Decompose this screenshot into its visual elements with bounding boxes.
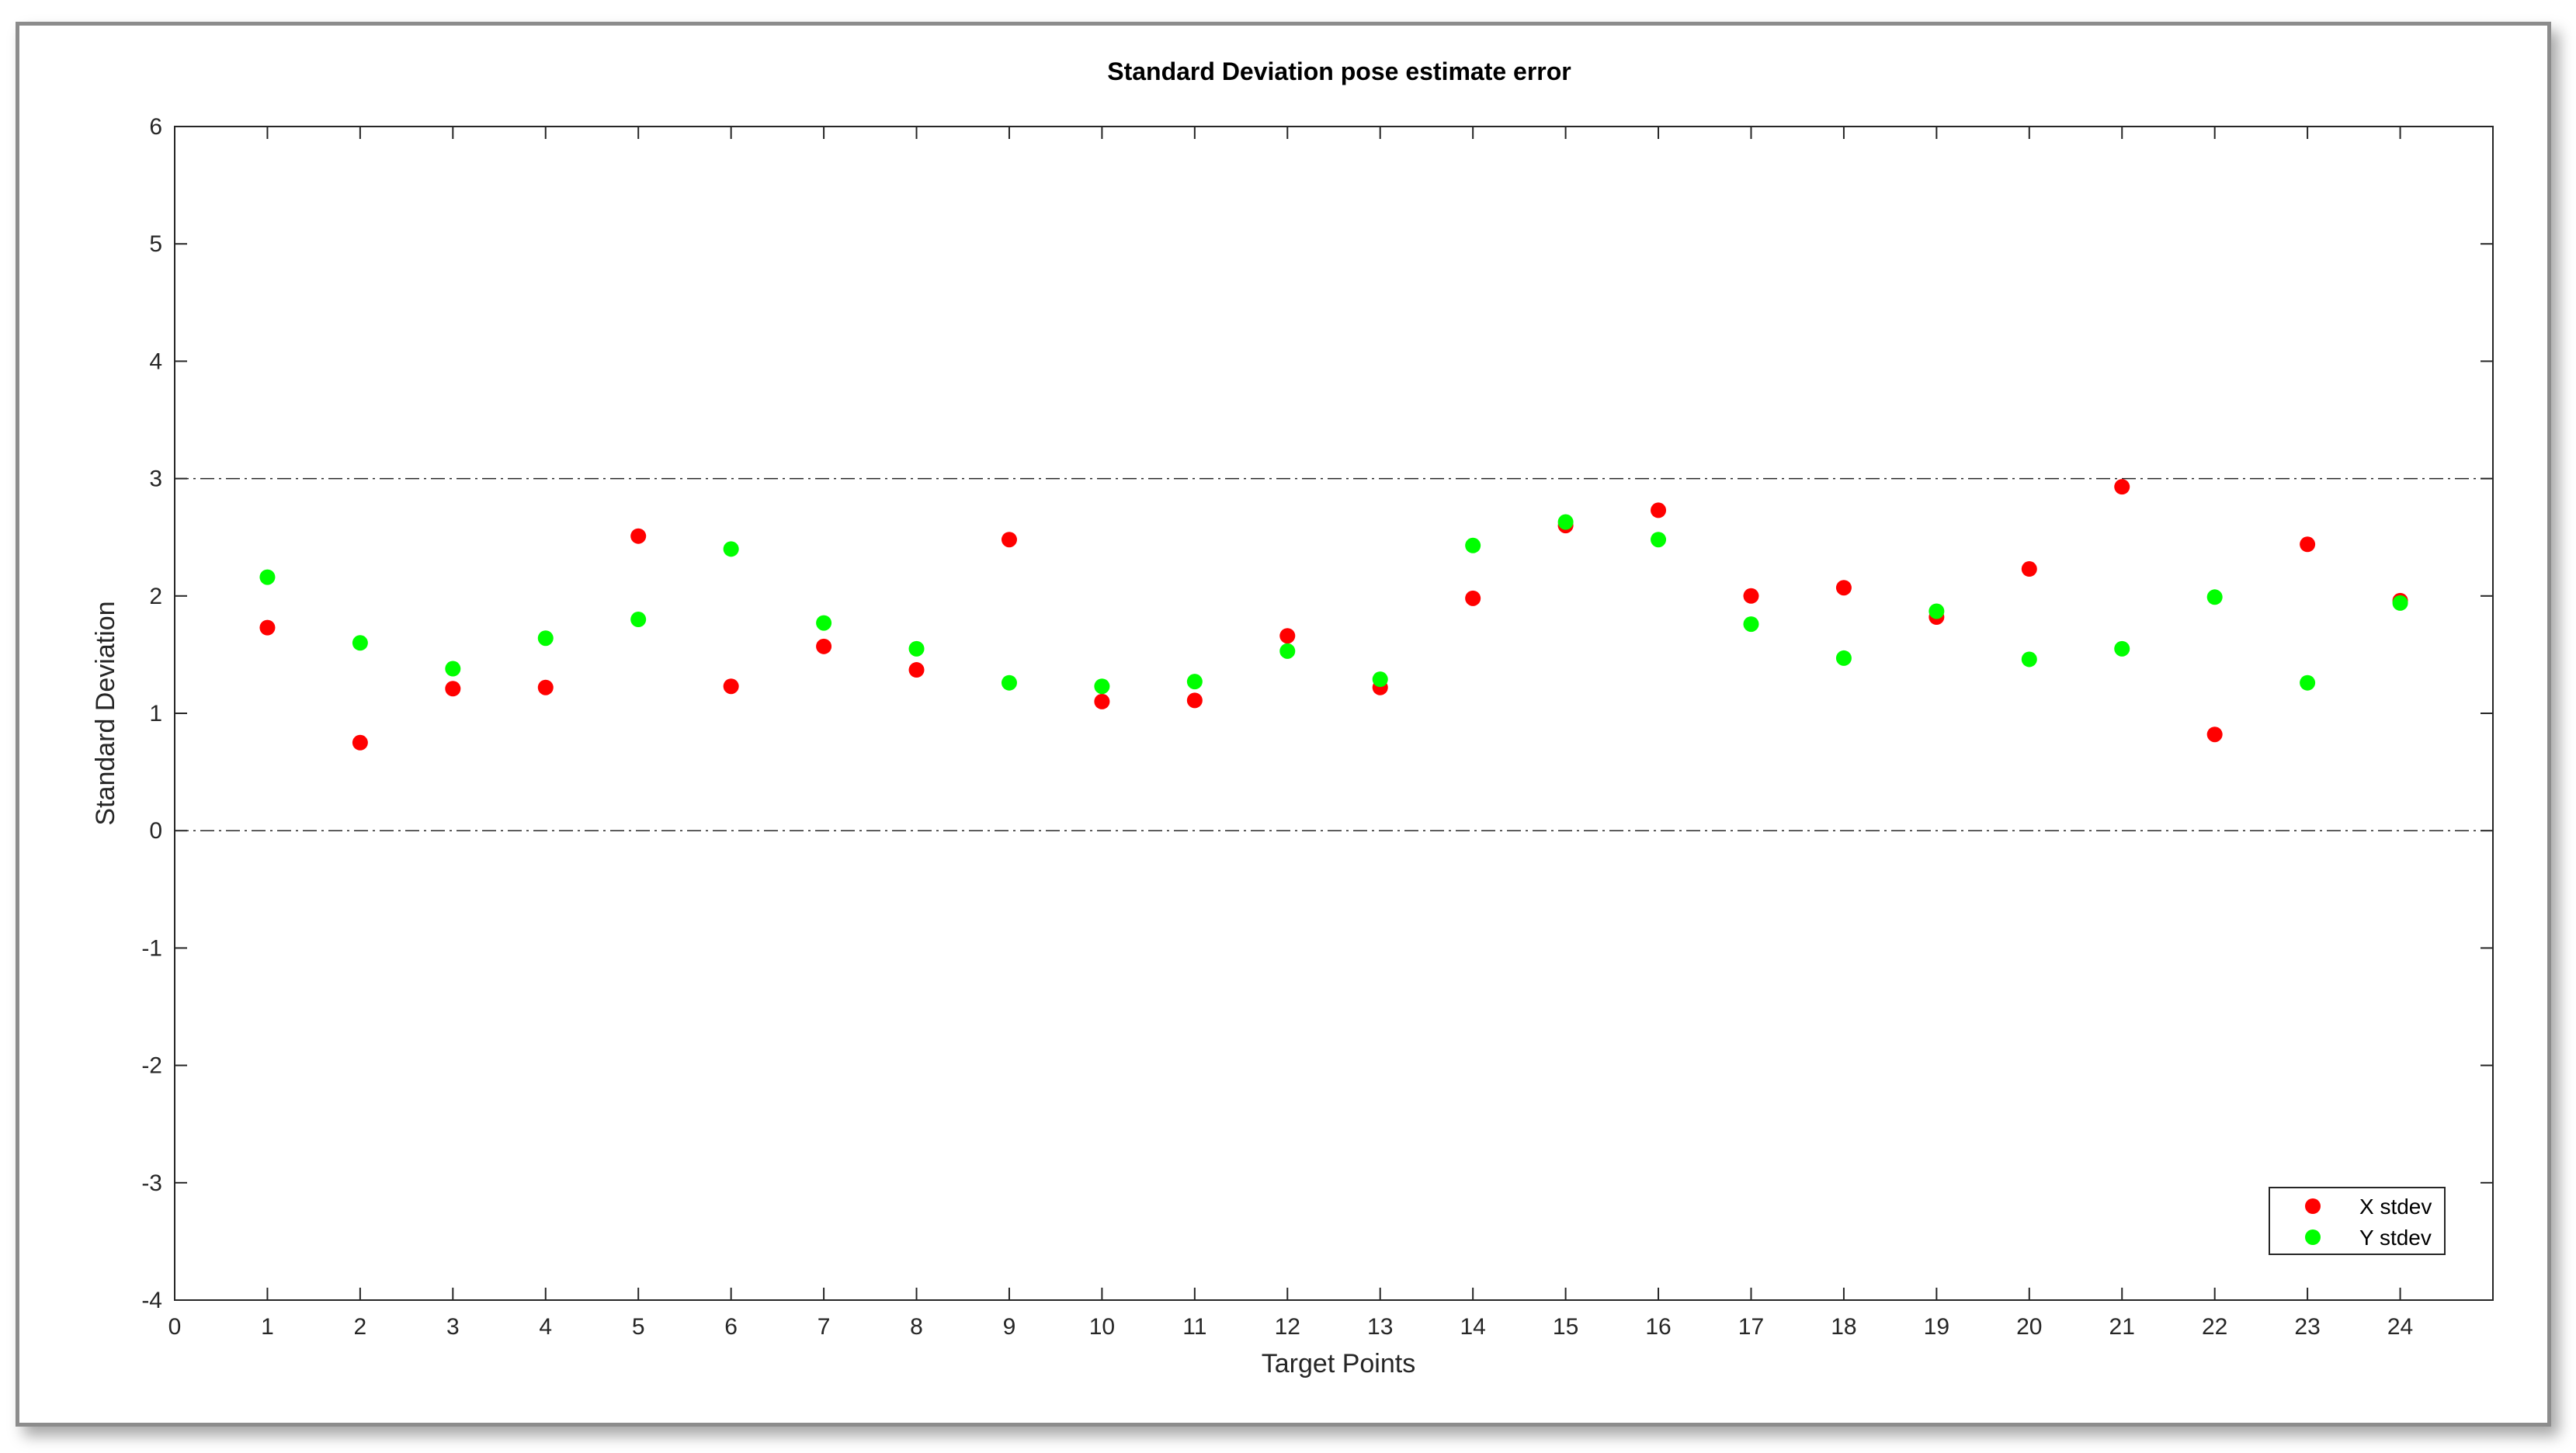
data-point: [352, 635, 368, 651]
x-tick-label: 14: [1460, 1314, 1485, 1340]
legend-marker: [2305, 1229, 2321, 1245]
x-tick-label: 15: [1553, 1314, 1578, 1340]
x-tick-label: 5: [632, 1314, 645, 1340]
x-axis-label: Target Points: [1262, 1349, 1415, 1378]
data-point: [1279, 643, 1296, 659]
data-point: [352, 734, 368, 751]
data-point: [1835, 580, 1852, 596]
data-point: [630, 612, 647, 628]
series-x-stdev: [259, 479, 2408, 751]
data-point: [2114, 640, 2130, 657]
y-tick-label: -4: [141, 1288, 162, 1313]
data-point: [908, 640, 925, 657]
data-point: [1001, 674, 1017, 691]
data-point: [445, 661, 461, 677]
scatter-chart: Standard Deviation pose estimate error 0…: [91, 57, 2494, 1378]
data-point: [2392, 595, 2408, 611]
data-point: [259, 569, 276, 585]
data-point: [630, 528, 647, 544]
plot-area-box: [174, 126, 2494, 1301]
data-points: [259, 479, 2408, 751]
data-point: [1557, 514, 1574, 530]
data-point: [2300, 674, 2316, 691]
data-point: [1743, 616, 1759, 633]
figure-window: Standard Deviation pose estimate error 0…: [16, 22, 2551, 1427]
y-tick-label: 6: [149, 114, 162, 140]
data-point: [1094, 678, 1110, 695]
data-point: [1372, 671, 1388, 688]
legend-label: Y stdev: [2359, 1226, 2432, 1250]
data-point: [1094, 693, 1110, 709]
data-point: [816, 615, 832, 631]
data-point: [2021, 651, 2037, 668]
x-tick-label: 22: [2202, 1314, 2227, 1340]
legend-box: [2269, 1187, 2446, 1255]
y-tick-label: 5: [149, 231, 162, 257]
data-point: [1929, 603, 1945, 619]
data-point: [1279, 628, 1296, 644]
data-point: [816, 638, 832, 654]
data-point: [1465, 537, 1481, 553]
legend-label: X stdev: [2359, 1195, 2432, 1219]
data-point: [537, 630, 554, 647]
data-point: [1186, 674, 1203, 690]
data-point: [908, 662, 925, 678]
data-point: [2021, 561, 2037, 577]
data-point: [1651, 532, 1667, 548]
x-tick-label: 1: [261, 1314, 274, 1340]
data-point: [1001, 532, 1017, 548]
x-tick-label: 6: [724, 1314, 738, 1340]
data-point: [1835, 650, 1852, 666]
x-tick-label: 19: [1924, 1314, 1949, 1340]
data-point: [259, 619, 276, 636]
x-tick-label: 10: [1089, 1314, 1115, 1340]
y-tick-label: -3: [141, 1170, 162, 1196]
y-tick-label: -1: [141, 935, 162, 961]
data-point: [2206, 726, 2223, 743]
y-tick-label: 0: [149, 818, 162, 844]
data-point: [723, 678, 739, 695]
y-tick-label: 3: [149, 466, 162, 492]
x-tick-label: 2: [354, 1314, 367, 1340]
x-tick-label: 18: [1831, 1314, 1856, 1340]
x-tick-label: 16: [1645, 1314, 1671, 1340]
x-tick-label: 21: [2109, 1314, 2135, 1340]
y-tick-label: 2: [149, 584, 162, 609]
axes: 0 1 2 3 4 5 6 7 8 9 10 11 12 13 14 15 16 17 18 19 20 21 22 23 24…: [141, 114, 2494, 1340]
data-point: [723, 541, 739, 557]
data-point: [445, 681, 461, 697]
x-tick-label: 8: [910, 1314, 923, 1340]
chart-title: Standard Deviation pose estimate error: [1107, 57, 1571, 85]
y-tick-label: -2: [141, 1053, 162, 1079]
x-tick-label: 20: [2016, 1314, 2042, 1340]
data-point: [1465, 590, 1481, 606]
data-point: [537, 679, 554, 695]
x-tick-label: 24: [2387, 1314, 2413, 1340]
x-tick-label: 0: [168, 1314, 182, 1340]
x-tick-label: 7: [818, 1314, 831, 1340]
series-y-stdev: [259, 514, 2408, 695]
y-tick-label: 4: [149, 349, 162, 374]
y-tick-label: 1: [149, 701, 162, 726]
y-axis-label: Standard Deviation: [91, 601, 120, 825]
x-tick-label: 11: [1182, 1314, 1206, 1340]
x-tick-label: 23: [2294, 1314, 2320, 1340]
x-tick-label: 3: [446, 1314, 460, 1340]
x-tick-label: 12: [1275, 1314, 1300, 1340]
data-point: [1743, 588, 1759, 604]
x-tick-label: 17: [1738, 1314, 1764, 1340]
data-point: [1651, 502, 1667, 518]
x-tick-label: 4: [539, 1314, 552, 1340]
x-tick-label: 9: [1003, 1314, 1016, 1340]
legend: X stdev Y stdev: [2269, 1187, 2446, 1255]
data-point: [1186, 692, 1203, 709]
legend-marker: [2305, 1198, 2321, 1214]
data-point: [2114, 479, 2130, 495]
x-tick-label: 13: [1367, 1314, 1393, 1340]
data-point: [2206, 589, 2223, 605]
data-point: [2300, 536, 2316, 553]
